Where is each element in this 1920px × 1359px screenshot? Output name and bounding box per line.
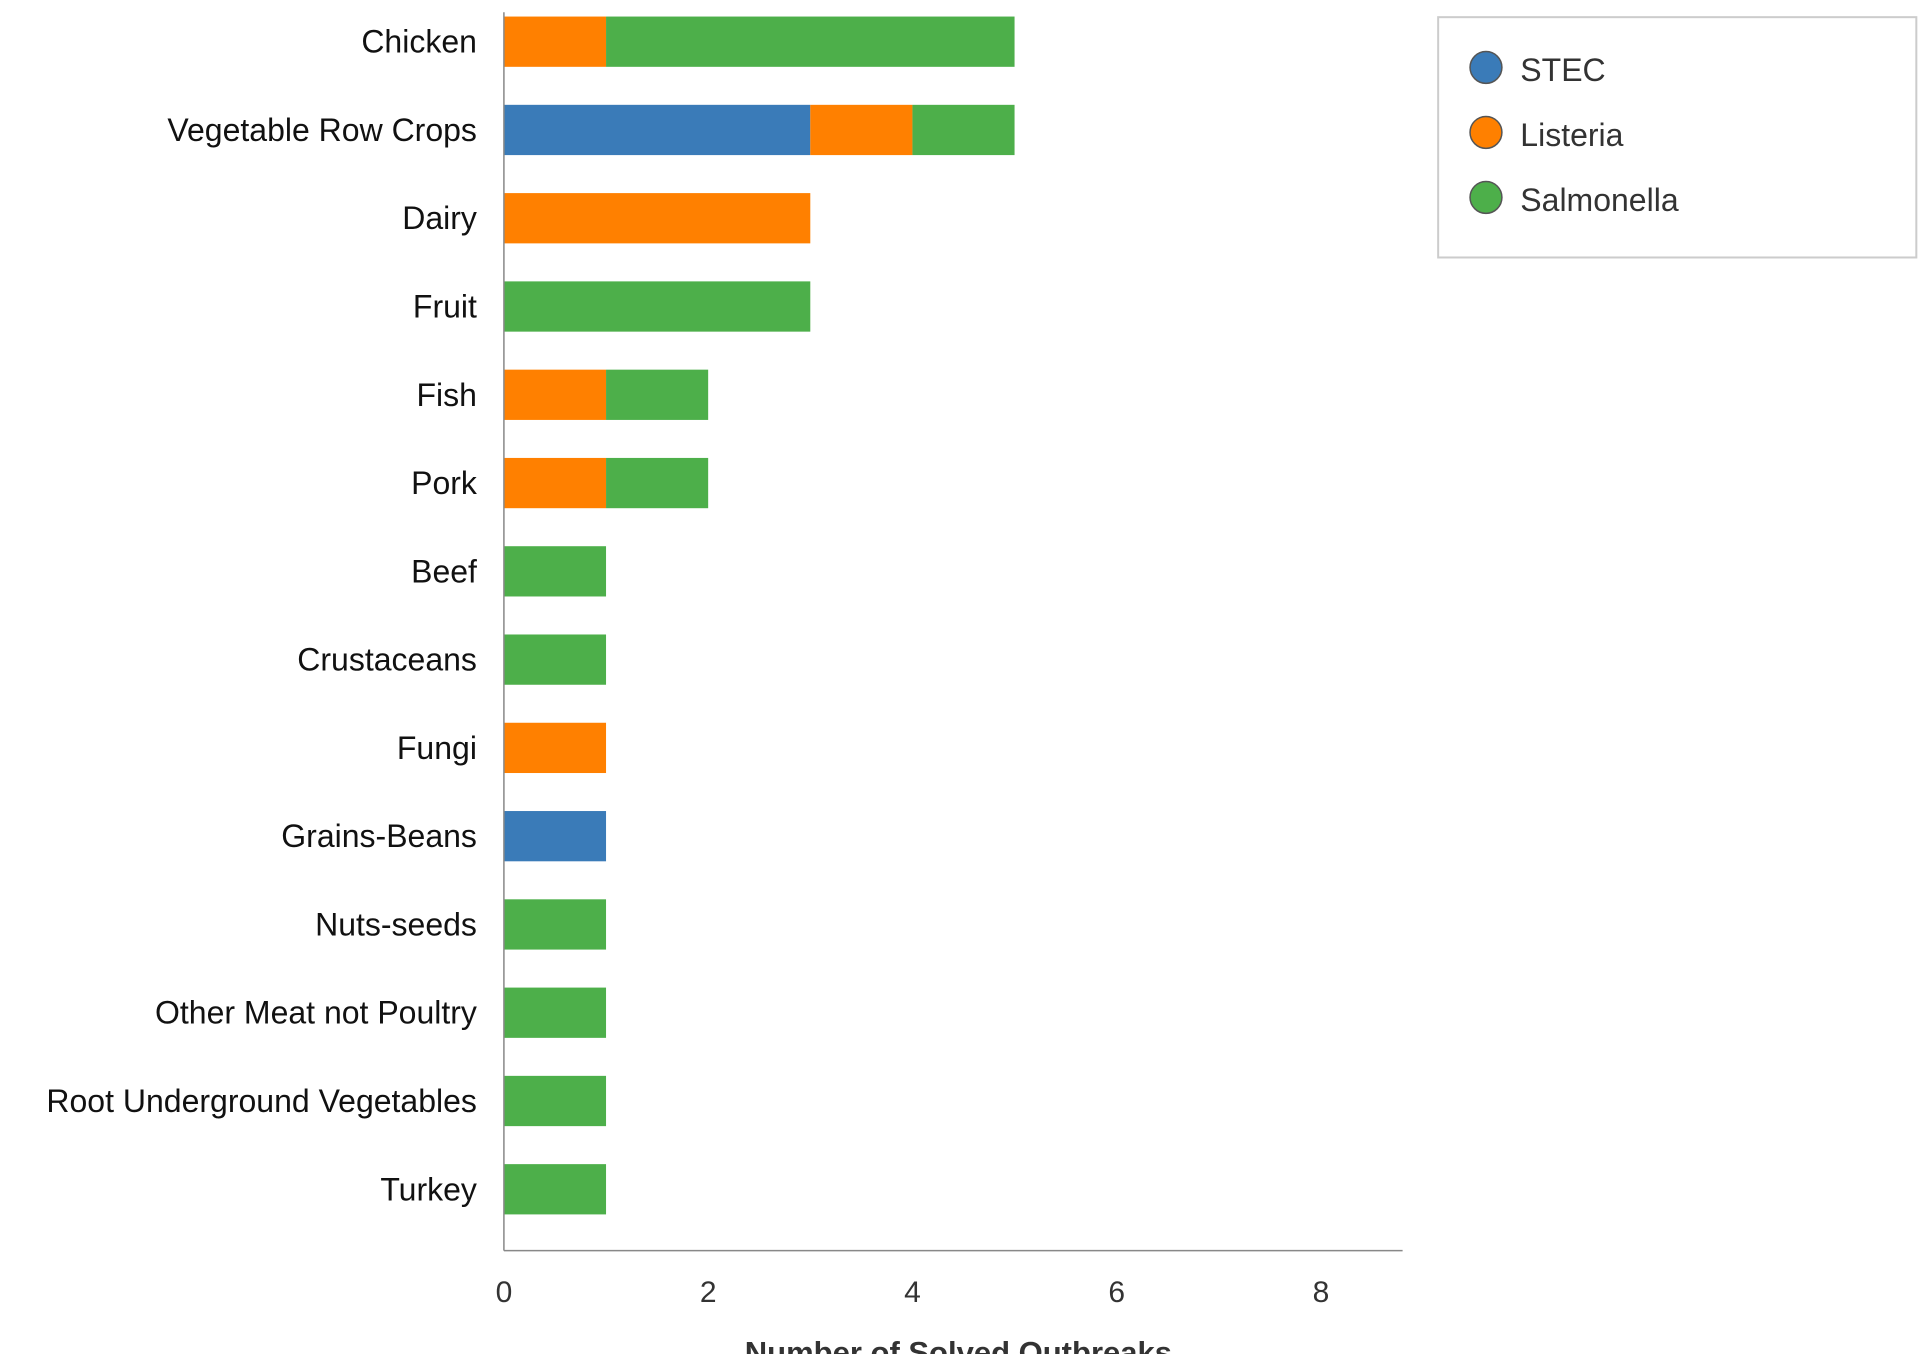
x-tick-label: 8 [1313,1276,1330,1309]
legend: STEC Listeria Salmonella [1437,16,1918,259]
bar-grains-beans-stec [503,811,607,862]
category-label: Chicken [361,24,477,60]
x-axis-ticks: 0 2 4 6 8 [496,1276,1330,1309]
bar-vegetable-row-crops-stec [503,104,811,156]
bar-pork-listeria [503,457,607,509]
bar-vegetable-row-crops-salmonella [912,104,1015,156]
legend-label-listeria: Listeria [1520,117,1623,153]
x-tick-label: 6 [1108,1276,1125,1309]
bar-pork-salmonella [606,457,709,509]
category-labels: Chicken Vegetable Row Crops Dairy Fruit Fish… [46,24,478,1208]
legend-swatch-stec [1469,50,1503,85]
bar-chicken-salmonella [606,16,1015,67]
bars-group [503,16,1015,1215]
category-label: Root Underground Vegetables [46,1083,477,1119]
bar-root-underground-vegetables-salmonella [503,1075,607,1127]
category-label: Beef [411,553,477,589]
bar-fish-salmonella [606,369,709,420]
legend-items: STEC Listeria Salmonella [1469,50,1679,218]
bar-fungi-listeria [503,722,607,774]
legend-box [1437,16,1918,259]
category-label: Fungi [397,730,477,766]
category-label: Dairy [402,200,477,236]
category-label: Fruit [413,289,477,325]
bar-nuts-seeds-salmonella [503,899,607,950]
category-label: Grains-Beans [281,818,477,854]
category-label: Vegetable Row Crops [167,112,477,148]
bar-other-meat-not-poultry-salmonella [503,987,607,1038]
bar-vegetable-row-crops-listeria [810,104,913,156]
bar-beef-salmonella [503,546,607,597]
x-axis-title: Number of Solved Outbreaks [745,1335,1172,1354]
bar-chicken-listeria [503,16,607,67]
legend-label-salmonella: Salmonella [1520,182,1679,218]
category-label: Other Meat not Poultry [155,995,477,1031]
category-label: Pork [411,465,478,501]
bar-fruit-salmonella [503,281,811,332]
category-label: Nuts-seeds [315,906,477,942]
x-tick-label: 0 [496,1276,513,1309]
bar-fish-listeria [503,369,607,420]
bar-turkey-salmonella [503,1164,607,1215]
x-tick-label: 2 [700,1276,717,1309]
legend-swatch-listeria [1469,115,1503,150]
category-label: Crustaceans [297,642,477,678]
bar-crustaceans-salmonella [503,634,607,685]
legend-swatch-salmonella [1469,180,1503,215]
x-tick-label: 4 [904,1276,921,1309]
legend-label-stec: STEC [1520,52,1605,88]
category-label: Turkey [380,1171,477,1207]
bar-dairy-listeria [503,193,811,244]
category-label: Fish [416,377,476,413]
